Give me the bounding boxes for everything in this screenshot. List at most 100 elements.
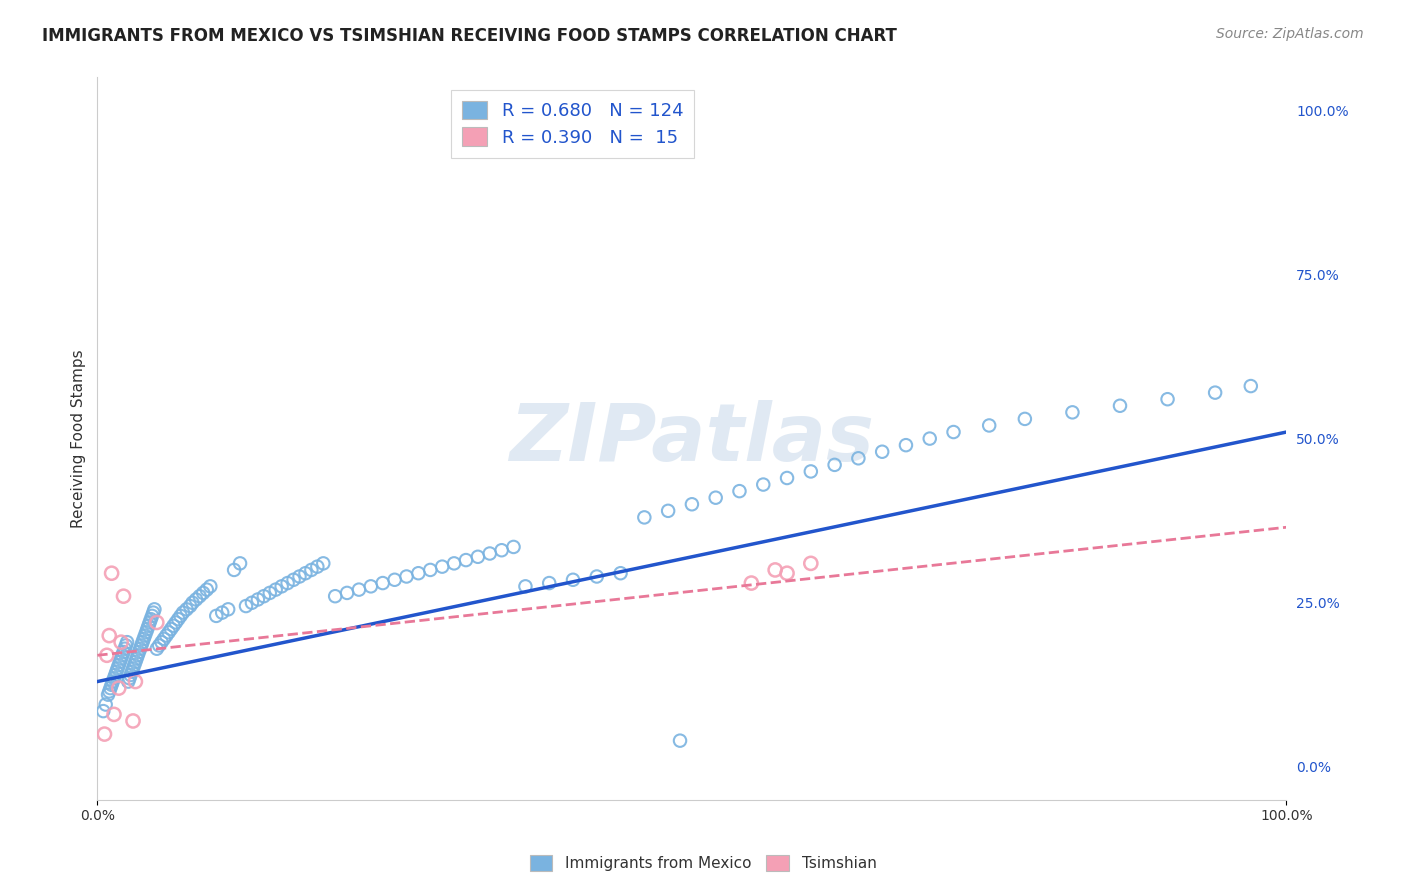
Point — [93, 727, 115, 741]
Point — [167, 612, 190, 626]
Point — [131, 639, 153, 653]
Point — [229, 557, 252, 571]
Point — [432, 559, 454, 574]
Point — [142, 606, 165, 620]
Point — [224, 563, 246, 577]
Point — [179, 599, 201, 613]
Point — [728, 484, 751, 499]
Point — [157, 625, 180, 640]
Point — [894, 438, 917, 452]
Point — [1062, 405, 1084, 419]
Point — [131, 635, 153, 649]
Point — [240, 596, 263, 610]
Point — [104, 668, 127, 682]
Point — [205, 608, 228, 623]
Point — [165, 615, 187, 630]
Point — [312, 557, 335, 571]
Point — [169, 608, 191, 623]
Point — [118, 671, 141, 685]
Point — [443, 557, 465, 571]
Point — [347, 582, 370, 597]
Point — [235, 599, 257, 613]
Point — [188, 589, 211, 603]
Point — [454, 553, 477, 567]
Point — [162, 619, 184, 633]
Point — [384, 573, 406, 587]
Point — [128, 645, 150, 659]
Point — [155, 629, 177, 643]
Point — [110, 651, 132, 665]
Point — [115, 635, 138, 649]
Point — [134, 629, 156, 643]
Point — [114, 641, 136, 656]
Point — [120, 668, 142, 682]
Text: Source: ZipAtlas.com: Source: ZipAtlas.com — [1216, 27, 1364, 41]
Point — [115, 639, 138, 653]
Point — [360, 579, 382, 593]
Point — [502, 540, 524, 554]
Point — [478, 547, 501, 561]
Point — [633, 510, 655, 524]
Point — [100, 681, 122, 695]
Point — [91, 704, 114, 718]
Point — [979, 418, 1001, 433]
Point — [585, 569, 607, 583]
Point — [515, 579, 537, 593]
Point — [1204, 385, 1226, 400]
Point — [264, 582, 287, 597]
Point — [408, 566, 430, 581]
Point — [609, 566, 631, 581]
Point — [150, 635, 173, 649]
Point — [111, 648, 134, 663]
Point — [108, 655, 131, 669]
Point — [97, 688, 120, 702]
Point — [110, 635, 132, 649]
Point — [122, 714, 145, 728]
Point — [184, 592, 207, 607]
Point — [98, 684, 121, 698]
Legend: R = 0.680   N = 124, R = 0.390   N =  15: R = 0.680 N = 124, R = 0.390 N = 15 — [451, 90, 695, 158]
Point — [122, 661, 145, 675]
Point — [100, 566, 122, 581]
Point — [270, 579, 292, 593]
Point — [918, 432, 941, 446]
Point — [824, 458, 846, 472]
Point — [848, 451, 870, 466]
Point — [277, 576, 299, 591]
Point — [669, 733, 692, 747]
Point — [283, 573, 305, 587]
Point — [491, 543, 513, 558]
Point — [395, 569, 418, 583]
Point — [1109, 399, 1132, 413]
Point — [740, 576, 762, 591]
Text: ZIPatlas: ZIPatlas — [509, 400, 875, 477]
Point — [763, 563, 786, 577]
Point — [419, 563, 441, 577]
Point — [138, 615, 160, 630]
Point — [259, 586, 281, 600]
Point — [288, 569, 311, 583]
Point — [193, 586, 215, 600]
Point — [211, 606, 233, 620]
Point — [121, 665, 143, 679]
Point — [253, 589, 276, 603]
Text: IMMIGRANTS FROM MEXICO VS TSIMSHIAN RECEIVING FOOD STAMPS CORRELATION CHART: IMMIGRANTS FROM MEXICO VS TSIMSHIAN RECE… — [42, 27, 897, 45]
Point — [127, 648, 149, 663]
Point — [124, 674, 146, 689]
Point — [98, 629, 121, 643]
Point — [105, 665, 128, 679]
Point — [124, 655, 146, 669]
Point — [1240, 379, 1263, 393]
Point — [100, 678, 122, 692]
Point — [752, 477, 775, 491]
Point — [776, 566, 799, 581]
Point — [307, 559, 329, 574]
Legend: Immigrants from Mexico, Tsimshian: Immigrants from Mexico, Tsimshian — [523, 849, 883, 877]
Point — [176, 602, 198, 616]
Point — [153, 632, 176, 646]
Point — [323, 589, 346, 603]
Point — [538, 576, 561, 591]
Point — [172, 606, 194, 620]
Point — [94, 698, 117, 712]
Point — [117, 674, 139, 689]
